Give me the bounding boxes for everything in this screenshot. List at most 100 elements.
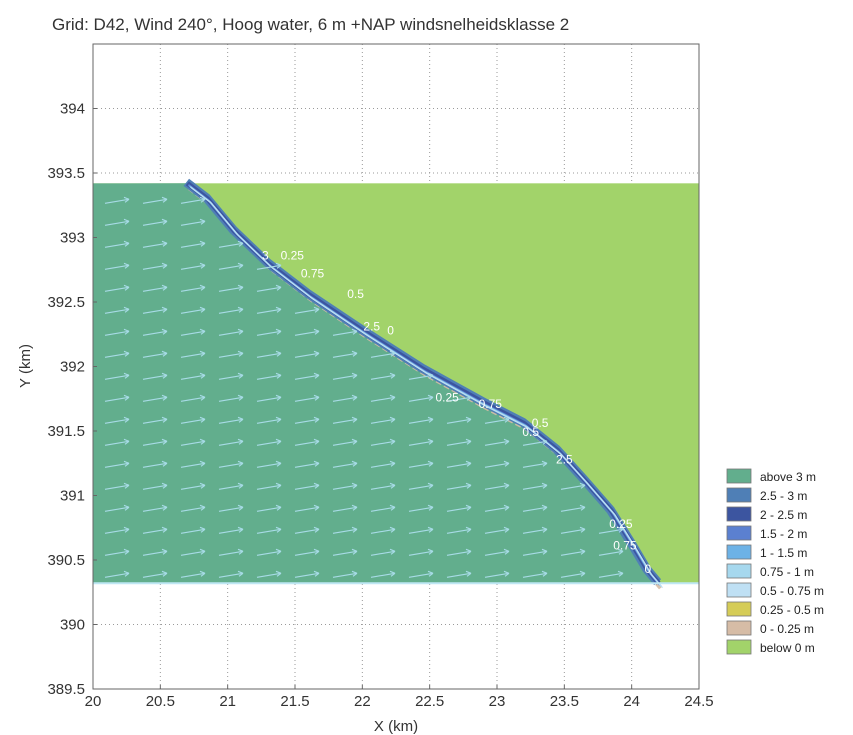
wave-vector <box>104 460 130 468</box>
y-axis-label: Y (km) <box>17 344 34 388</box>
x-axis-ticks: 20 20.5 21 21.5 22 22.5 23 23.5 24 24.5 <box>85 685 714 710</box>
legend-swatch <box>726 620 752 636</box>
wave-vector <box>332 548 358 556</box>
wave-vector <box>180 504 206 512</box>
legend-label: above 3 m <box>760 470 816 484</box>
wave-vector <box>294 548 320 556</box>
contour-labels: 3 0.250.750.52.5 00.25 0.750.50.52.50.250.7… <box>262 248 651 575</box>
wave-vector <box>142 460 168 468</box>
wave-vector <box>180 438 206 446</box>
legend-item: 0 - 0.25 m <box>726 620 814 636</box>
wave-vector <box>104 438 130 446</box>
legend-label: 0.5 - 0.75 m <box>760 584 824 598</box>
x-tick-label: 20 <box>85 693 102 710</box>
wave-vector <box>484 504 510 512</box>
wave-vector <box>180 482 206 490</box>
legend-swatch <box>726 582 752 598</box>
x-tick-label: 24.5 <box>684 693 713 710</box>
wave-vector <box>370 482 396 490</box>
wave-vector <box>104 548 130 556</box>
y-axis-ticks: 389.5 390 390.5 391 391.5 392 392.5 393 393.5 394 <box>47 101 97 698</box>
wave-vector <box>446 394 472 402</box>
wave-vector <box>142 350 168 358</box>
y-tick-label: 390 <box>60 617 85 634</box>
wave-vector <box>446 460 472 468</box>
wave-vector <box>408 504 434 512</box>
x-tick-label: 23.5 <box>550 693 579 710</box>
y-tick-label: 390.5 <box>47 552 85 569</box>
wave-vector <box>294 504 320 512</box>
legend-item: 0.75 - 1 m <box>726 563 814 579</box>
wave-vector <box>180 306 206 314</box>
wave-vector <box>218 394 244 402</box>
contour-label: 0.5 <box>347 287 364 301</box>
wave-vector <box>142 372 168 380</box>
chart-title: Grid: D42, Wind 240°, Hoog water, 6 m +N… <box>52 15 569 34</box>
wave-vector <box>522 460 548 468</box>
y-tick-label: 389.5 <box>47 681 85 698</box>
contour-label: 0 <box>387 323 394 337</box>
wave-vector <box>446 548 472 556</box>
wave-vector <box>104 372 130 380</box>
wave-vector <box>218 262 244 270</box>
legend-item: 1.5 - 2 m <box>726 525 807 541</box>
wave-vector <box>370 570 396 578</box>
y-tick-label: 393 <box>60 230 85 247</box>
water-above-3m-region <box>93 183 659 584</box>
wave-vector <box>180 460 206 468</box>
contour-label: 2.5 <box>363 319 380 333</box>
wave-vector <box>446 416 472 424</box>
x-tick-label: 24 <box>623 693 640 710</box>
wave-vector <box>218 240 244 248</box>
wave-vector <box>332 350 358 358</box>
wave-vector <box>370 416 396 424</box>
wave-vector <box>484 570 510 578</box>
wave-vector <box>256 438 282 446</box>
wave-vector <box>598 526 624 534</box>
wave-vector <box>370 504 396 512</box>
wave-vector <box>332 526 358 534</box>
wave-vector <box>180 328 206 336</box>
contour-label: 2.5 <box>556 452 573 466</box>
wave-vector <box>218 482 244 490</box>
wave-vector <box>256 328 282 336</box>
wave-vector <box>370 372 396 380</box>
wave-vector <box>332 416 358 424</box>
wave-vector <box>218 504 244 512</box>
wave-vector <box>256 482 282 490</box>
y-tick-label: 391.5 <box>47 423 85 440</box>
wave-vector <box>104 196 130 204</box>
wave-vector <box>294 350 320 358</box>
wave-vector <box>256 570 282 578</box>
wave-vector <box>104 394 130 402</box>
wave-vector <box>218 570 244 578</box>
wave-vector <box>522 526 548 534</box>
x-tick-label: 21.5 <box>280 693 309 710</box>
wave-vector <box>218 372 244 380</box>
legend-swatch <box>726 468 752 484</box>
wave-vector <box>218 284 244 292</box>
legend-swatch <box>726 601 752 617</box>
wave-vector <box>142 240 168 248</box>
legend-swatch <box>726 563 752 579</box>
wave-vector <box>104 262 130 270</box>
wave-vector <box>446 438 472 446</box>
contour-label: 3 <box>262 248 269 262</box>
contour-label: 0.25 <box>609 517 633 531</box>
legend-label: 2 - 2.5 m <box>760 508 807 522</box>
wave-vector <box>294 416 320 424</box>
wave-vector <box>370 526 396 534</box>
legend-swatch <box>726 639 752 655</box>
x-tick-label: 20.5 <box>146 693 175 710</box>
wave-vector <box>484 482 510 490</box>
legend-label: 0 - 0.25 m <box>760 622 814 636</box>
y-tick-label: 392.5 <box>47 294 85 311</box>
y-tick-label: 391 <box>60 488 85 505</box>
legend-label: 1 - 1.5 m <box>760 546 807 560</box>
wave-vector <box>180 262 206 270</box>
legend-swatch <box>726 487 752 503</box>
wave-vector <box>180 350 206 358</box>
wave-vector <box>332 570 358 578</box>
contour-label: 0.75 <box>479 397 503 411</box>
